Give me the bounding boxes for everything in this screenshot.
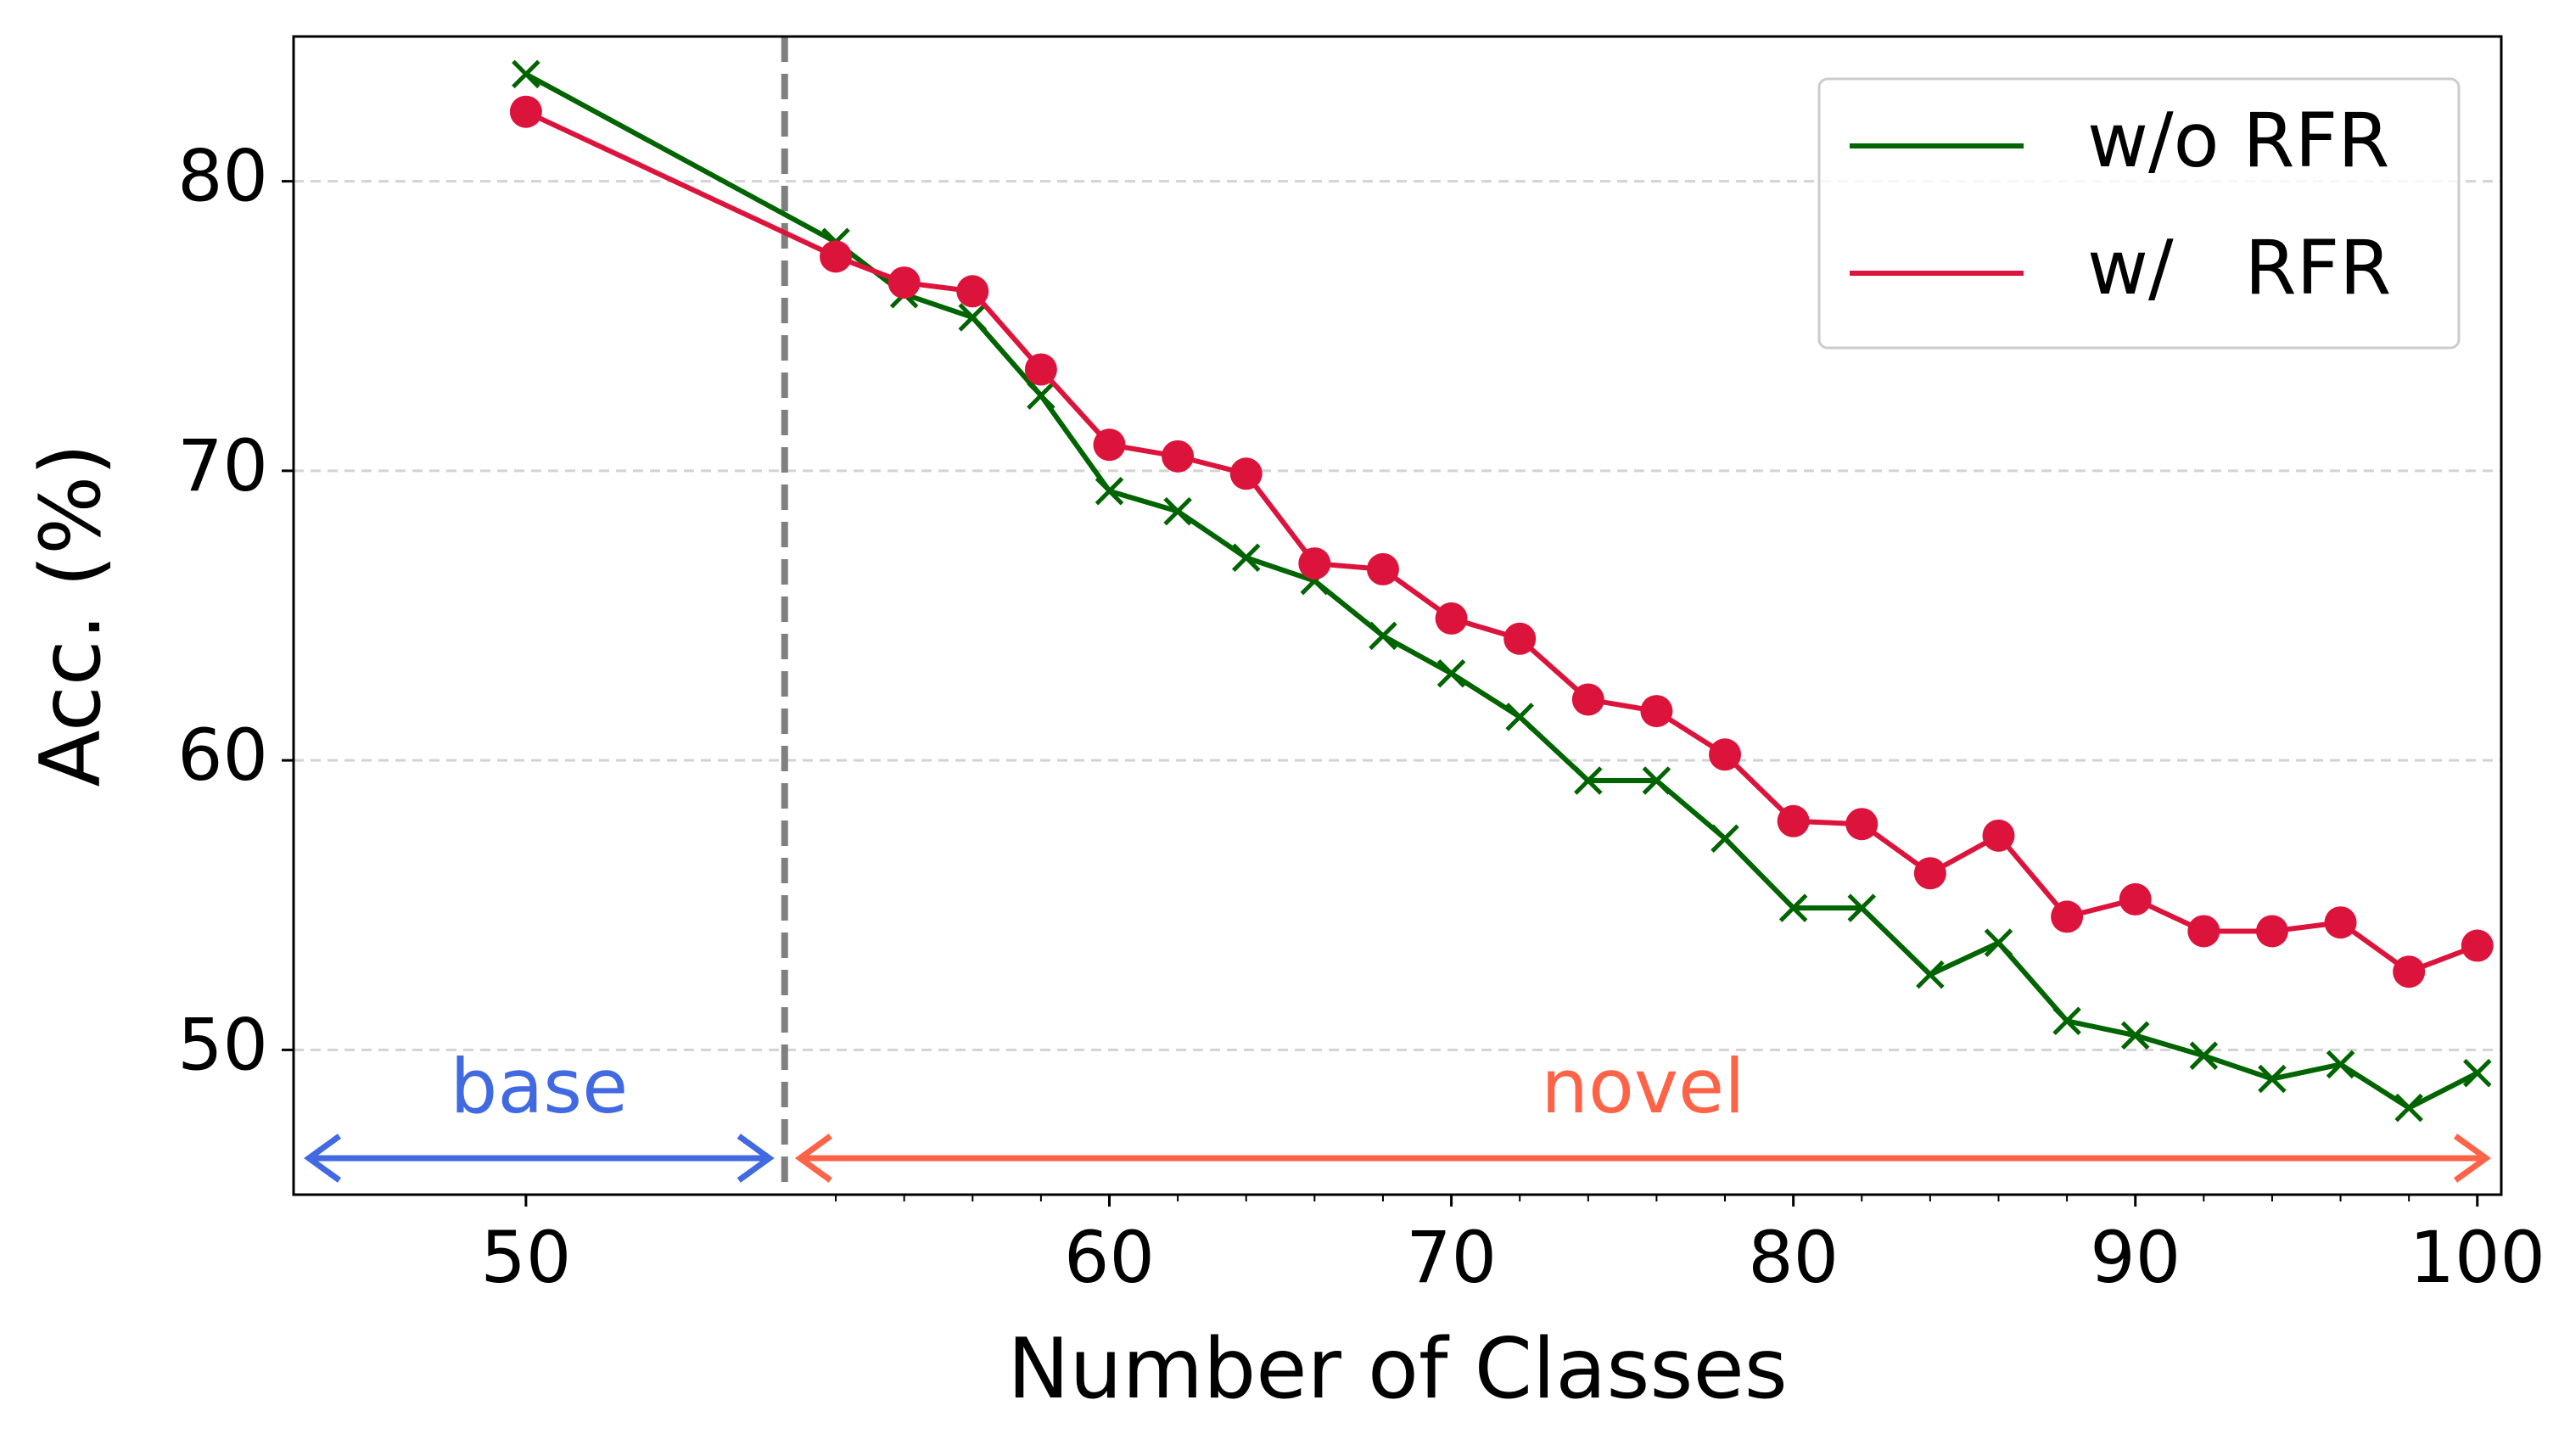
point <box>887 266 921 300</box>
point <box>1984 928 2013 957</box>
point <box>2394 1093 2423 1123</box>
point <box>1777 804 1810 837</box>
legend: w/o RFR w/ RFR <box>1817 77 2461 350</box>
point <box>2052 1006 2081 1036</box>
point <box>1982 819 2015 852</box>
x-tick-label: 50 <box>480 1216 571 1299</box>
x-axis-label: Number of Classes <box>1007 1321 1788 1418</box>
arrow-head <box>2453 1134 2491 1183</box>
point <box>2187 915 2220 948</box>
point <box>1027 381 1055 410</box>
x-tick-label: 60 <box>1064 1216 1155 1299</box>
point <box>1845 808 1879 841</box>
y-axis-label: Acc. (%) <box>23 444 120 787</box>
point <box>1436 658 1466 688</box>
point <box>1574 766 1603 795</box>
series-line <box>524 71 2479 1112</box>
point <box>956 275 989 308</box>
point <box>1369 621 1397 651</box>
point <box>1709 738 1742 771</box>
point <box>2393 955 2426 988</box>
point <box>1847 893 1877 922</box>
annotation: base <box>304 1043 775 1183</box>
y-tick-label: 60 <box>177 714 268 797</box>
point <box>1366 552 1399 585</box>
point <box>1913 857 1946 890</box>
point <box>1231 543 1261 573</box>
point <box>1711 824 1739 854</box>
point <box>958 303 988 332</box>
point <box>1163 496 1192 526</box>
x-tick-label: 80 <box>1748 1216 1839 1299</box>
point <box>1229 457 1263 490</box>
point <box>2120 1021 2150 1050</box>
x-tick-label: 90 <box>2090 1216 2181 1299</box>
point <box>1778 893 1808 922</box>
y-tick-label: 80 <box>177 135 268 218</box>
x-tick-label: 100 <box>2410 1216 2545 1299</box>
legend-label: w/ RFR <box>2087 224 2391 311</box>
x-tick-label: 70 <box>1406 1216 1497 1299</box>
point <box>2189 1041 2219 1070</box>
point <box>1162 440 1195 473</box>
point <box>1298 547 1331 580</box>
annotation-label: novel <box>1541 1043 1744 1130</box>
point <box>2326 1050 2355 1079</box>
legend-label: w/o RFR <box>2087 97 2389 184</box>
point <box>509 95 542 128</box>
point <box>820 240 853 273</box>
point <box>512 59 540 89</box>
point <box>1095 476 1124 506</box>
point <box>2051 900 2084 933</box>
point <box>2258 1064 2287 1094</box>
point <box>1024 353 1057 386</box>
arrow-head <box>736 1134 775 1183</box>
y-tick-label: 50 <box>177 1003 268 1086</box>
point <box>2255 915 2288 948</box>
arrow-head <box>304 1134 342 1183</box>
point <box>1916 960 1945 989</box>
point <box>1640 695 1673 728</box>
point <box>2119 882 2152 916</box>
point <box>1503 622 1537 655</box>
y-tick-label: 70 <box>177 424 268 507</box>
point <box>2461 929 2494 962</box>
annotation-label: base <box>451 1043 629 1130</box>
point <box>1642 766 1671 795</box>
point <box>1093 428 1126 462</box>
point <box>2463 1058 2492 1088</box>
point <box>1505 703 1534 731</box>
arrow-head <box>794 1134 832 1183</box>
point <box>1435 602 1468 635</box>
point <box>1571 683 1604 716</box>
point <box>2324 906 2357 939</box>
plot-frame <box>292 35 2503 1196</box>
annotation: novel <box>794 1043 2491 1183</box>
